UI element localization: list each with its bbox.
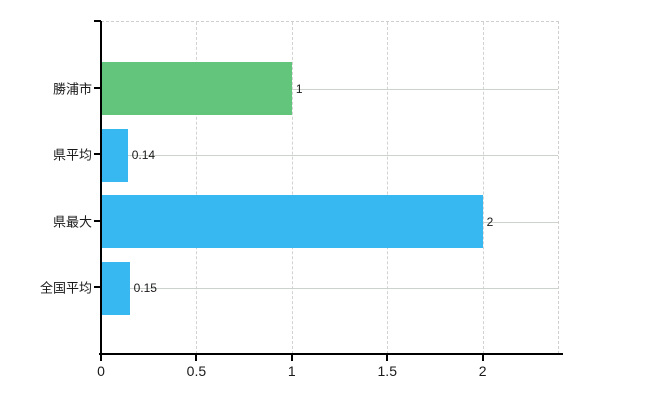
x-axis-tick (195, 355, 198, 361)
bar (101, 195, 483, 249)
x-tick-label: 0.5 (186, 363, 207, 379)
x-tick-label: 1.5 (377, 363, 397, 379)
x-tick-label: 2 (478, 363, 487, 379)
y-axis-top-tick (94, 20, 101, 22)
bar (101, 128, 128, 182)
bar-value-label: 1 (295, 81, 303, 96)
bar (101, 62, 292, 116)
x-axis-line (99, 353, 563, 355)
y-axis-line (100, 21, 102, 354)
vertical-gridline (387, 22, 389, 354)
vertical-gridline (196, 22, 198, 354)
bar-value-label: 0.14 (131, 148, 156, 163)
category-label: 全国平均 (39, 280, 92, 296)
x-tick-label: 0 (97, 363, 105, 379)
y-axis-tick (94, 219, 101, 222)
x-axis-tick (386, 355, 389, 361)
bar-value-label: 2 (486, 214, 494, 229)
category-label: 県平均 (52, 147, 92, 163)
x-axis-tick (100, 355, 102, 361)
category-label: 県最大 (52, 214, 92, 230)
horizontal-gridline (101, 288, 558, 290)
category-label: 勝浦市 (52, 81, 92, 97)
horizontal-gridline (101, 155, 558, 157)
x-axis-tick (290, 355, 293, 361)
bar-value-label: 0.15 (133, 281, 157, 296)
y-axis-tick (94, 286, 101, 289)
vertical-gridline (291, 22, 293, 354)
x-axis-tick (481, 355, 484, 361)
y-axis-tick (94, 153, 101, 156)
vertical-gridline (482, 22, 484, 354)
bar (101, 261, 130, 315)
horizontal-gridline (101, 88, 558, 90)
x-tick-label: 1 (287, 363, 296, 379)
plot-area: 1 0.14 2 0.15 (101, 21, 559, 354)
y-axis-tick (94, 86, 101, 89)
